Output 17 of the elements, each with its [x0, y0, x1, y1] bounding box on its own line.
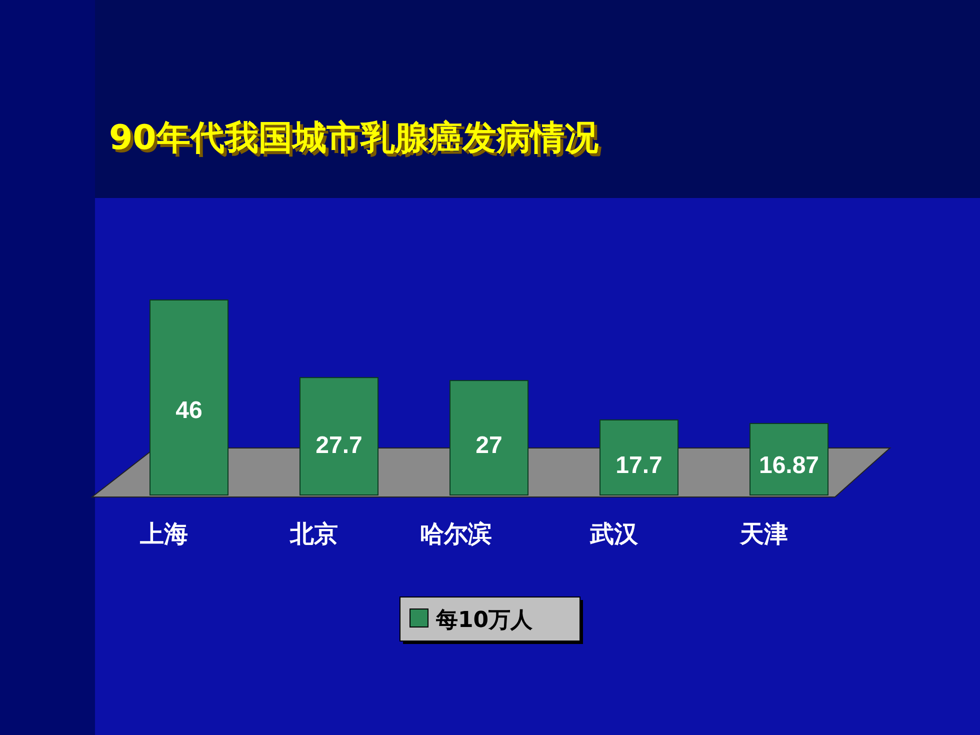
x-tick-label: 天津	[739, 520, 788, 548]
bar	[600, 419, 678, 496]
data-label: 27.7	[316, 432, 362, 459]
x-tick-label: 上海	[139, 520, 188, 548]
data-label: 27	[476, 432, 502, 459]
legend-label: 每10万人	[435, 608, 534, 633]
bar	[300, 377, 378, 496]
bar	[150, 300, 228, 496]
x-tick-label: 哈尔滨	[420, 520, 492, 548]
bar	[450, 380, 528, 496]
chart-title: 90年代我国城市乳腺癌发病情况	[112, 121, 602, 161]
x-tick-label: 武汉	[589, 520, 639, 548]
data-label: 46	[176, 397, 202, 424]
bar	[750, 422, 828, 496]
x-tick-label: 北京	[289, 520, 338, 548]
data-label: 16.87	[758, 452, 820, 479]
data-label: 17.7	[616, 452, 662, 479]
